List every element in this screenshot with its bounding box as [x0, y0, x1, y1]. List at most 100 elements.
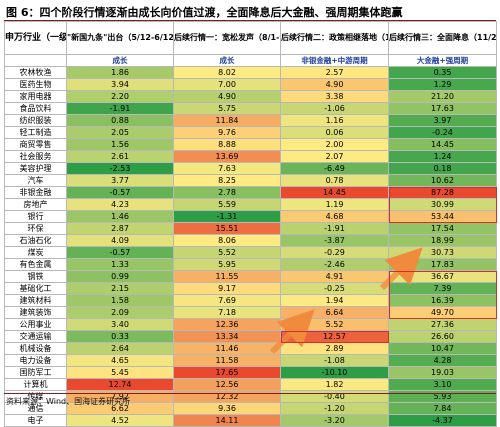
value-cell: 9.76 — [173, 126, 281, 139]
table-row: 汽车 3.77 8.25 0.78 10.62 — [4, 174, 497, 187]
value-cell: 4.90 — [280, 78, 389, 91]
subheader-3: 非银金融+中游周期 — [280, 54, 389, 67]
value-cell: 0.18 — [388, 162, 497, 175]
industry-label: 医药生物 — [4, 78, 67, 91]
value-cell: 4.09 — [66, 234, 174, 247]
column-header-4: 后续行情三：全面降息（11/21-2015/1/7） — [388, 21, 497, 55]
subheader-1: 成长 — [66, 54, 174, 67]
table-row: 基础化工 2.15 9.17 -0.25 7.39 — [4, 282, 497, 295]
value-cell: 11.84 — [173, 114, 281, 127]
heatmap-table: 申万行业（一级） "新国九条"出台（5/12-6/12） 后续行情一：宽松发声（… — [4, 21, 497, 427]
table-row: 机械设备 2.64 11.46 2.89 10.47 — [4, 342, 497, 355]
value-cell: 2.20 — [66, 90, 174, 103]
value-cell: 3.77 — [66, 174, 174, 187]
value-cell: 30.73 — [388, 246, 497, 259]
value-cell: 2.05 — [66, 126, 174, 139]
value-cell: 0.33 — [66, 330, 174, 343]
table-row: 轻工制造 2.05 9.76 0.06 -0.24 — [4, 126, 497, 139]
value-cell: -6.49 — [280, 162, 389, 175]
value-cell: 11.55 — [173, 270, 281, 283]
value-cell: 14.11 — [173, 414, 281, 427]
value-cell: 4.52 — [66, 414, 174, 427]
source-note: 资料来源：Wind、国海证券研究所 — [6, 397, 131, 406]
industry-label: 汽车 — [4, 174, 67, 187]
value-cell: 8.06 — [173, 234, 281, 247]
industry-label: 基础化工 — [4, 282, 67, 295]
value-cell: 5.52 — [173, 246, 281, 259]
table-row: 建筑装饰 2.09 7.18 6.64 49.70 — [4, 306, 497, 319]
value-cell: 1.82 — [280, 378, 389, 391]
value-cell: 14.45 — [280, 186, 389, 199]
value-cell: 19.03 — [388, 366, 497, 379]
table-row: 房地产 4.23 5.59 1.19 30.99 — [4, 198, 497, 211]
value-cell: 13.69 — [173, 150, 281, 163]
column-header-1: "新国九条"出台（5/12-6/12） — [66, 21, 174, 55]
value-cell: -1.91 — [66, 102, 174, 115]
value-cell: 8.88 — [173, 138, 281, 151]
value-cell: 10.62 — [388, 174, 497, 187]
table-row: 食品饮料 -1.91 5.75 -1.06 17.63 — [4, 102, 497, 115]
value-cell: 49.70 — [388, 306, 497, 319]
industry-label: 家用电器 — [4, 90, 67, 103]
value-cell: -4.37 — [388, 414, 497, 427]
value-cell: 10.47 — [388, 342, 497, 355]
subheader-2: 成长 — [173, 54, 281, 67]
table-row: 有色金属 1.33 5.95 -2.46 17.83 — [4, 258, 497, 271]
value-cell: 1.24 — [388, 150, 497, 163]
industry-label: 国防军工 — [4, 366, 67, 379]
value-cell: 17.54 — [388, 222, 497, 235]
value-cell: 11.46 — [173, 342, 281, 355]
industry-label: 电子 — [4, 414, 67, 427]
value-cell: 2.87 — [66, 222, 174, 235]
table-row: 银行 1.46 -1.31 4.68 53.44 — [4, 210, 497, 223]
value-cell: 4.68 — [280, 210, 389, 223]
value-cell: 36.67 — [388, 270, 497, 283]
value-cell: 9.17 — [173, 282, 281, 295]
value-cell: 18.99 — [388, 234, 497, 247]
value-cell: -1.06 — [280, 102, 389, 115]
industry-label: 钢铁 — [4, 270, 67, 283]
industry-label: 纺织服装 — [4, 114, 67, 127]
value-cell: 16.39 — [388, 294, 497, 307]
value-cell: 1.16 — [280, 114, 389, 127]
value-cell: -0.57 — [66, 246, 174, 259]
value-cell: 17.65 — [173, 366, 281, 379]
value-cell: 2.64 — [66, 342, 174, 355]
value-cell: 17.83 — [388, 258, 497, 271]
table-row: 公用事业 3.40 12.36 5.52 27.36 — [4, 318, 497, 331]
value-cell: -0.24 — [388, 126, 497, 139]
value-cell: 7.18 — [173, 306, 281, 319]
bottom-rule — [4, 393, 496, 394]
value-cell: 0.99 — [66, 270, 174, 283]
table-row: 煤炭 -0.57 5.52 -0.29 30.73 — [4, 246, 497, 259]
table-row: 美容护理 -2.53 7.63 -6.49 0.18 — [4, 162, 497, 175]
value-cell: -0.29 — [280, 246, 389, 259]
value-cell: 1.94 — [280, 294, 389, 307]
value-cell: 21.20 — [388, 90, 497, 103]
value-cell: 30.99 — [388, 198, 497, 211]
value-cell: 0.78 — [280, 174, 389, 187]
value-cell: 9.36 — [173, 402, 281, 415]
value-cell: 1.46 — [66, 210, 174, 223]
table-row: 医药生物 3.94 7.00 4.90 1.29 — [4, 78, 497, 91]
value-cell: -3.20 — [280, 414, 389, 427]
value-cell: 14.45 — [388, 138, 497, 151]
value-cell: 3.10 — [388, 378, 497, 391]
value-cell: 0.88 — [66, 114, 174, 127]
value-cell: 2.57 — [280, 66, 389, 79]
value-cell: 2.09 — [66, 306, 174, 319]
table-row: 建筑材料 1.58 7.69 1.94 16.39 — [4, 294, 497, 307]
industry-label: 农林牧渔 — [4, 66, 67, 79]
table-row: 农林牧渔 1.86 8.02 2.57 0.35 — [4, 66, 497, 79]
value-cell: 27.36 — [388, 318, 497, 331]
industry-label: 美容护理 — [4, 162, 67, 175]
value-cell: -1.31 — [173, 210, 281, 223]
value-cell: 3.97 — [388, 114, 497, 127]
industry-label: 石油石化 — [4, 234, 67, 247]
value-cell: 12.74 — [66, 378, 174, 391]
table-row: 环保 2.87 15.51 -1.91 17.54 — [4, 222, 497, 235]
value-cell: 4.65 — [66, 354, 174, 367]
table-row: 电力设备 4.65 11.58 -1.08 4.28 — [4, 354, 497, 367]
table-row: 非银金融 -0.57 2.78 14.45 87.28 — [4, 186, 497, 199]
value-cell: 13.34 — [173, 330, 281, 343]
